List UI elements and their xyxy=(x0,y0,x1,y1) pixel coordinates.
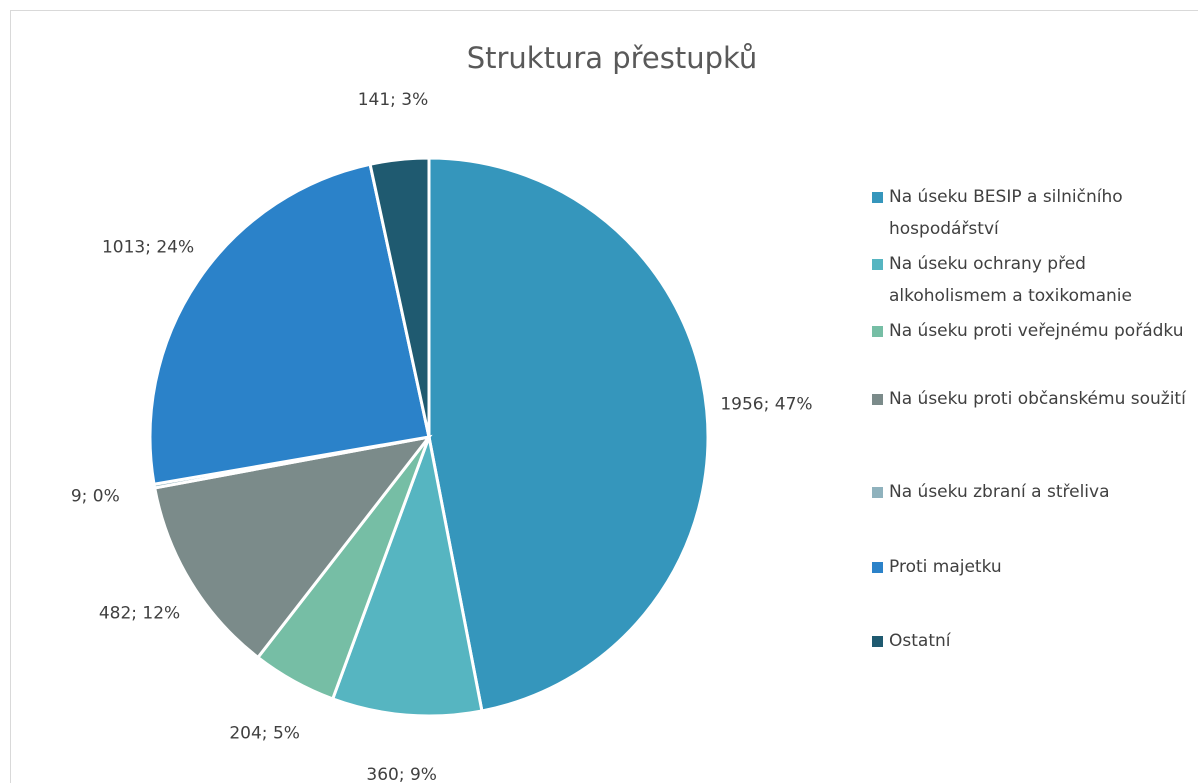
data-label: 141; 3% xyxy=(358,90,429,110)
pie-slice xyxy=(330,431,484,718)
legend-label: Na úseku proti občanskému soužití xyxy=(889,389,1186,409)
legend-swatch xyxy=(872,636,883,647)
pie-slice xyxy=(368,156,431,438)
pie-slice xyxy=(152,434,433,660)
legend-swatch xyxy=(872,326,883,337)
legend-swatch xyxy=(872,487,883,498)
legend-swatch xyxy=(872,394,883,405)
data-label: 1956; 47% xyxy=(720,395,812,415)
data-label: 482; 12% xyxy=(99,603,180,623)
legend-item: Na úseku ochrany před alkoholismem a tox… xyxy=(870,248,1190,312)
legend-item: Na úseku proti veřejnému pořádku xyxy=(870,315,1190,347)
legend-item: Ostatní xyxy=(870,625,1190,657)
legend-label: Na úseku BESIP a silničního hospodářství xyxy=(889,187,1123,239)
legend-swatch xyxy=(872,192,883,203)
legend-item: Na úseku BESIP a silničního hospodářství xyxy=(870,181,1190,245)
pie-slice xyxy=(148,162,431,486)
legend-swatch xyxy=(872,259,883,270)
chart-frame xyxy=(10,10,1198,783)
pie-slice xyxy=(427,156,710,713)
legend-item: Proti majetku xyxy=(870,551,1190,583)
legend-item: Na úseku proti občanskému soužití xyxy=(870,383,1190,415)
data-label: 360; 9% xyxy=(366,765,437,783)
data-label: 1013; 24% xyxy=(102,237,194,257)
legend-label: Ostatní xyxy=(889,631,951,651)
legend-label: Na úseku zbraní a střeliva xyxy=(889,482,1110,502)
legend-label: Proti majetku xyxy=(889,557,1002,577)
legend-label: Na úseku ochrany před alkoholismem a tox… xyxy=(889,254,1132,306)
chart-title: Struktura přestupků xyxy=(467,41,758,75)
legend-label: Na úseku proti veřejnému pořádku xyxy=(889,321,1184,341)
data-label: 9; 0% xyxy=(71,487,120,507)
legend-item: Na úseku zbraní a střeliva xyxy=(870,476,1190,508)
data-label: 204; 5% xyxy=(229,723,300,743)
legend-swatch xyxy=(872,562,883,573)
